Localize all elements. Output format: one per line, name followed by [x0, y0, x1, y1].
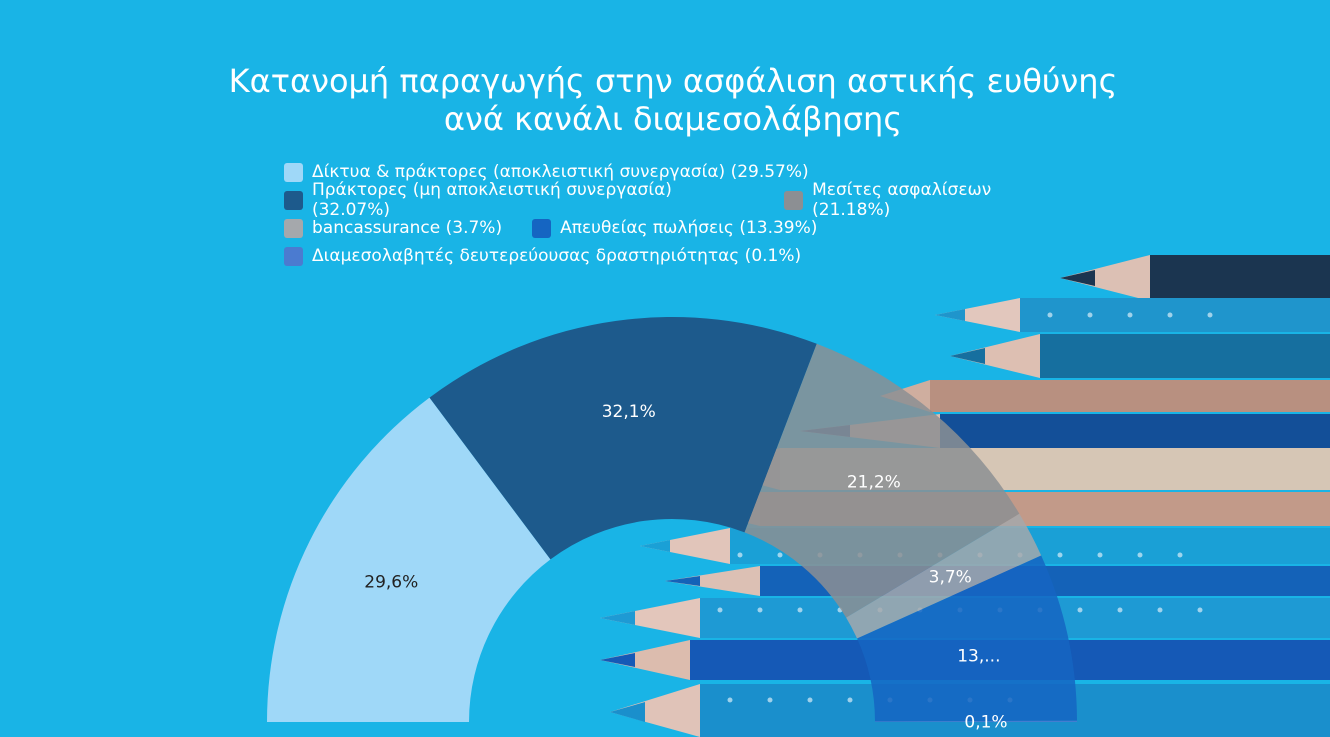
legend-label: Διαμεσολαβητές δευτερεύουσας δραστηριότη… [312, 246, 802, 266]
chart-data-label-2: 21,2% [847, 472, 901, 492]
chart-slice-0[interactable] [267, 397, 551, 722]
legend-label: Απευθείας πωλήσεις (13.39%) [560, 218, 818, 238]
chart-slice-1[interactable] [429, 317, 817, 560]
chart-slice-3[interactable] [846, 513, 1042, 639]
chart-slice-4[interactable] [857, 555, 1077, 722]
chart-data-label-4: 13,... [957, 646, 1000, 666]
legend-label: Μεσίτες ασφαλίσεων (21.18%) [812, 180, 992, 220]
legend-item[interactable]: Πράκτορες (μη αποκλειστική συνεργασία) (… [284, 180, 754, 220]
chart-slice-2[interactable] [744, 343, 1020, 618]
legend-swatch [784, 190, 804, 210]
legend-label: bancassurance (3.7%) [312, 218, 503, 238]
legend-swatch [284, 246, 303, 266]
legend-row: Πράκτορες (μη αποκλειστική συνεργασία) (… [284, 180, 1104, 220]
chart-data-label-3: 3,7% [929, 567, 972, 587]
legend-swatch [284, 162, 303, 182]
chart-legend: Δίκτυα & πράκτορες (αποκλειστική συνεργα… [284, 158, 1104, 270]
legend-swatch [284, 190, 303, 210]
legend-swatch [284, 218, 303, 238]
legend-label: Πράκτορες (μη αποκλειστική συνεργασία) (… [311, 180, 672, 220]
legend-row: Διαμεσολαβητές δευτερεύουσας δραστηριότη… [284, 242, 1104, 270]
chart-data-label-5: 0,1% [964, 713, 1007, 733]
legend-item[interactable]: Δίκτυα & πράκτορες (αποκλειστική συνεργα… [284, 162, 809, 182]
chart-slice-5[interactable] [874, 720, 1077, 722]
chart-title-line-2: ανά κανάλι διαμεσολάβησης [443, 100, 903, 138]
chart-data-label-0: 29,6% [364, 572, 418, 592]
chart-data-label-1: 32,1% [602, 402, 656, 422]
legend-label: Δίκτυα & πράκτορες (αποκλειστική συνεργα… [312, 162, 809, 182]
legend-row: Δίκτυα & πράκτορες (αποκλειστική συνεργα… [284, 158, 1104, 186]
legend-item[interactable]: Διαμεσολαβητές δευτερεύουσας δραστηριότη… [284, 246, 801, 266]
legend-item[interactable]: Μεσίτες ασφαλίσεων (21.18%) [784, 180, 1074, 220]
legend-item[interactable]: Απευθείας πωλήσεις (13.39%) [532, 218, 817, 238]
chart-title: Κατανομή παραγωγής στην ασφάλιση αστικής… [0, 62, 1330, 138]
chart-title-line-1: Κατανομή παραγωγής στην ασφάλιση αστικής… [228, 62, 1118, 100]
legend-item[interactable]: bancassurance (3.7%) [284, 218, 502, 238]
legend-row: bancassurance (3.7%) Απευθείας πωλήσεις … [284, 214, 1104, 242]
legend-swatch [532, 218, 552, 238]
